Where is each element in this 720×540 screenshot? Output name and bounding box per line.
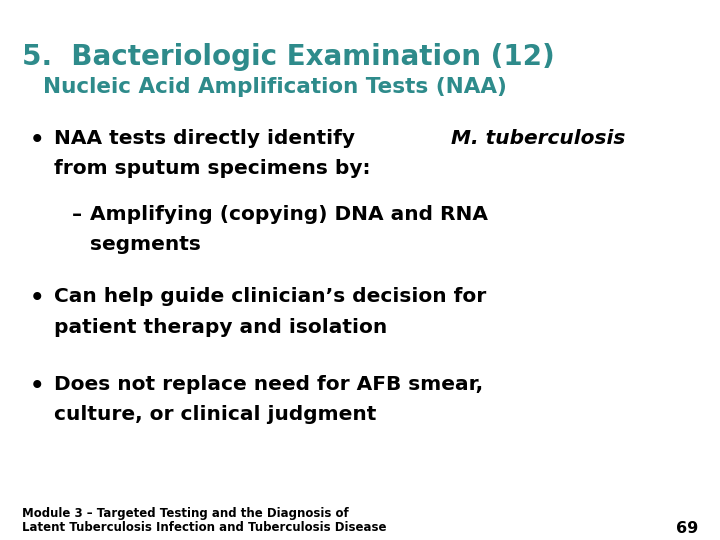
Text: Module 3 – Targeted Testing and the Diagnosis of: Module 3 – Targeted Testing and the Diag… <box>22 507 348 519</box>
Text: –: – <box>72 205 82 224</box>
Text: culture, or clinical judgment: culture, or clinical judgment <box>54 405 377 424</box>
Text: M. tuberculosis: M. tuberculosis <box>451 129 626 147</box>
Text: Can help guide clinician’s decision for: Can help guide clinician’s decision for <box>54 287 486 306</box>
Text: from sputum specimens by:: from sputum specimens by: <box>54 159 371 178</box>
Text: Latent Tuberculosis Infection and Tuberculosis Disease: Latent Tuberculosis Infection and Tuberc… <box>22 521 386 534</box>
Text: •: • <box>30 375 45 398</box>
Text: Amplifying (copying) DNA and RNA: Amplifying (copying) DNA and RNA <box>90 205 488 224</box>
Text: Nucleic Acid Amplification Tests (NAA): Nucleic Acid Amplification Tests (NAA) <box>43 77 507 97</box>
Text: patient therapy and isolation: patient therapy and isolation <box>54 318 387 336</box>
Text: 5.  Bacteriologic Examination (12): 5. Bacteriologic Examination (12) <box>22 43 554 71</box>
Text: NAA tests directly identify: NAA tests directly identify <box>54 129 362 147</box>
Text: •: • <box>30 287 45 310</box>
Text: •: • <box>30 129 45 152</box>
Text: 69: 69 <box>676 521 698 536</box>
Text: Does not replace need for AFB smear,: Does not replace need for AFB smear, <box>54 375 483 394</box>
Text: segments: segments <box>90 235 201 254</box>
